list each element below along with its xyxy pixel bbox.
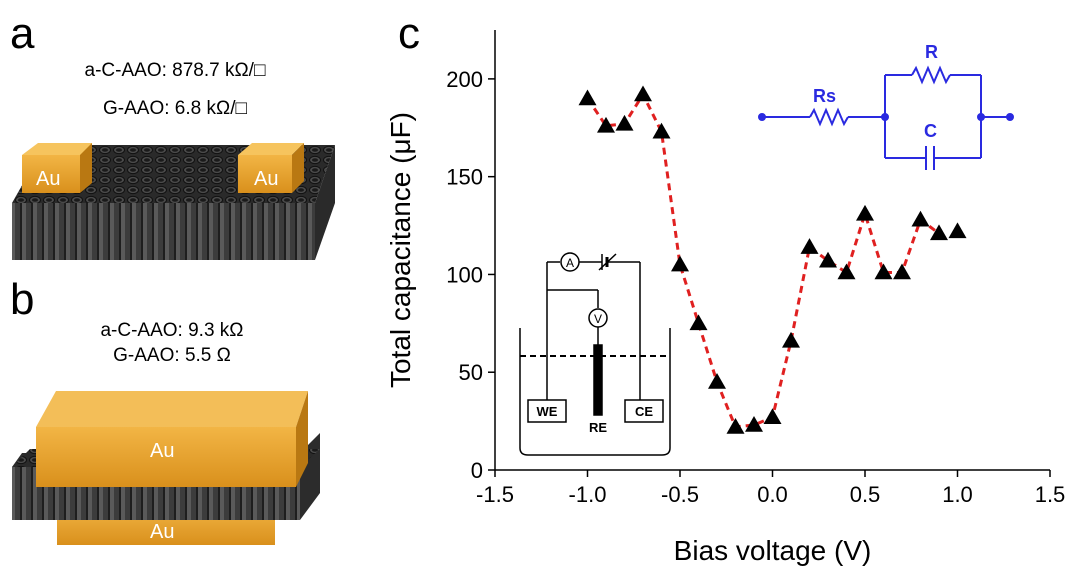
re-label: RE	[589, 420, 607, 435]
x-tick-label: 1.5	[1035, 482, 1066, 507]
data-point	[671, 256, 689, 272]
data-point	[579, 89, 597, 105]
data-point	[838, 263, 856, 279]
panel-b-caption-line2: G-AAO: 5.5 Ω	[22, 345, 322, 367]
data-point	[782, 332, 800, 348]
voltmeter-label: V	[594, 312, 602, 326]
data-points	[579, 86, 967, 434]
data-point	[949, 222, 967, 238]
capacitance-chart: -1.5 -1.0 -0.5 0.0 0.5 1.0 1.5 0 50 100 150 200 Bi…	[370, 0, 1070, 570]
panel-b-caption-line1: a-C-AAO: 9.3 kΩ	[22, 320, 322, 342]
electrode-top-label: Au	[150, 440, 174, 462]
data-point	[616, 115, 634, 131]
y-tick-label: 150	[446, 165, 483, 190]
ce-label: CE	[635, 404, 653, 419]
data-point	[930, 224, 948, 240]
electrode-bottom-label: Au	[150, 521, 174, 543]
circuit-r-label: R	[925, 42, 938, 62]
panel-b-device-illustration: Au Au	[0, 375, 360, 570]
data-point	[819, 252, 837, 268]
data-point	[727, 418, 745, 434]
data-point	[653, 123, 671, 139]
data-point	[634, 86, 652, 102]
panel-a-caption-line2: G-AAO: 6.8 kΩ/□	[25, 98, 325, 120]
electrode-left-label: Au	[36, 168, 60, 190]
panel-a-caption-line1: a-C-AAO: 878.7 kΩ/□	[25, 60, 325, 82]
data-point	[893, 263, 911, 279]
y-ticks: 0 50 100 150 200	[446, 67, 495, 483]
x-axis-label: Bias voltage (V)	[674, 535, 872, 566]
circuit-c-label: C	[924, 121, 937, 141]
we-label: WE	[537, 404, 558, 419]
electrode-right: Au	[238, 143, 304, 193]
data-point	[912, 211, 930, 227]
electrode-top: Au	[36, 391, 308, 487]
data-point	[690, 314, 708, 330]
circuit-rs-label: Rs	[813, 86, 836, 106]
panel-a-device-illustration: Au Au	[0, 125, 360, 270]
x-tick-label: 0.5	[850, 482, 881, 507]
ammeter-label: A	[566, 256, 574, 270]
electrode-right-label: Au	[254, 168, 278, 190]
y-tick-label: 200	[446, 67, 483, 92]
membrane-side	[12, 203, 315, 260]
data-point	[856, 205, 874, 221]
data-point	[801, 238, 819, 254]
y-tick-label: 50	[459, 360, 483, 385]
data-point	[764, 408, 782, 424]
y-axis-label: Total capacitance (μF)	[385, 112, 416, 388]
panel-letter-b: b	[10, 278, 34, 322]
panel-letter-a: a	[10, 12, 34, 56]
x-tick-label: -1.5	[476, 482, 514, 507]
x-tick-label: 0.0	[757, 482, 788, 507]
x-tick-label: -1.0	[569, 482, 607, 507]
data-point	[708, 373, 726, 389]
y-tick-label: 0	[471, 458, 483, 483]
y-tick-label: 100	[446, 262, 483, 287]
x-tick-label: -0.5	[661, 482, 699, 507]
x-tick-label: 1.0	[942, 482, 973, 507]
equivalent-circuit-inset	[759, 68, 1013, 170]
electrode-left: Au	[22, 143, 92, 193]
x-ticks: -1.5 -1.0 -0.5 0.0 0.5 1.0 1.5	[476, 470, 1065, 507]
